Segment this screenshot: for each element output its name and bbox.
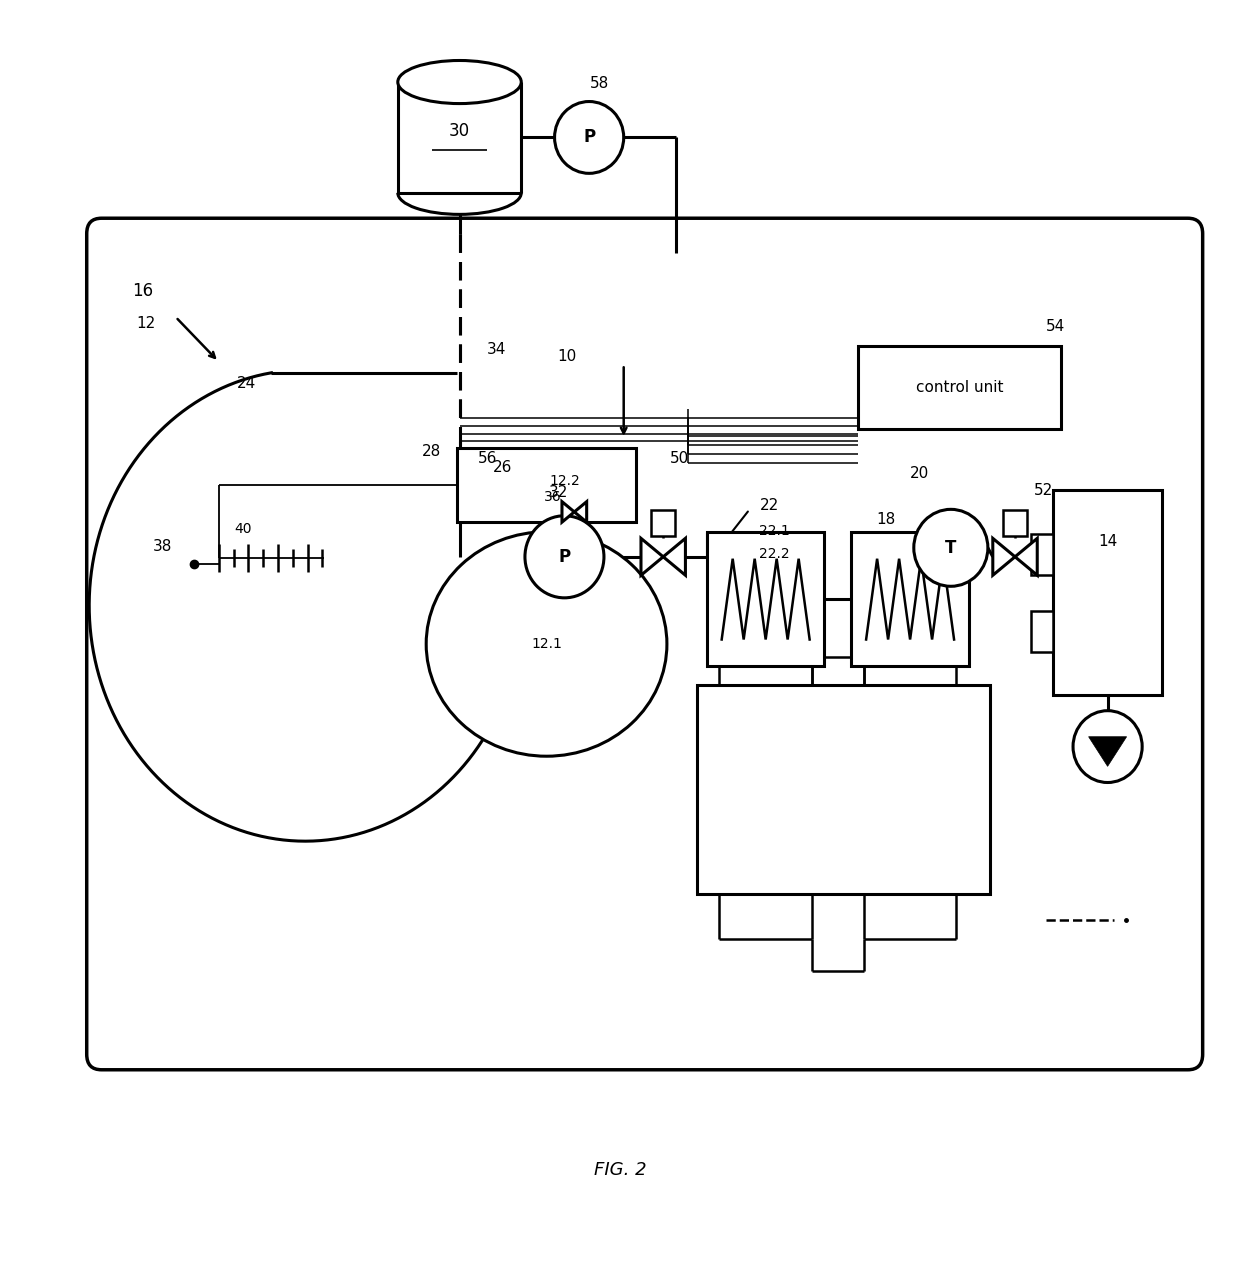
Ellipse shape — [398, 61, 521, 103]
Text: 12.2: 12.2 — [549, 474, 580, 488]
Polygon shape — [663, 538, 686, 576]
Bar — [1032, 611, 1053, 652]
Text: 38: 38 — [153, 540, 172, 554]
Text: P: P — [583, 129, 595, 147]
Polygon shape — [1089, 737, 1127, 766]
Circle shape — [525, 515, 604, 598]
Text: 54: 54 — [1045, 319, 1065, 334]
Ellipse shape — [427, 532, 667, 756]
Bar — [852, 532, 968, 666]
Bar — [458, 448, 636, 522]
Text: 22: 22 — [759, 498, 779, 513]
Text: 52: 52 — [1033, 483, 1053, 497]
Polygon shape — [1016, 538, 1037, 576]
Text: 58: 58 — [589, 76, 609, 91]
Text: FIG. 2: FIG. 2 — [594, 1160, 646, 1179]
Text: 20: 20 — [910, 466, 930, 480]
Text: 56: 56 — [479, 451, 497, 465]
Text: T: T — [945, 538, 956, 556]
Circle shape — [554, 102, 624, 174]
Text: 12: 12 — [136, 316, 155, 331]
Text: 28: 28 — [422, 444, 441, 459]
Bar — [1003, 510, 1027, 536]
Circle shape — [1073, 711, 1142, 783]
Circle shape — [914, 509, 988, 586]
Text: 26: 26 — [494, 460, 512, 474]
Text: P: P — [558, 547, 570, 565]
Polygon shape — [562, 501, 574, 522]
Bar — [1053, 491, 1162, 696]
Text: 18: 18 — [875, 513, 895, 527]
Text: control unit: control unit — [915, 380, 1003, 395]
Polygon shape — [574, 501, 587, 522]
Text: 10: 10 — [557, 349, 577, 365]
Text: 12.1: 12.1 — [531, 638, 562, 650]
Text: 34: 34 — [487, 341, 506, 357]
Text: 32: 32 — [548, 486, 568, 500]
Text: 14: 14 — [1097, 535, 1117, 549]
Bar — [697, 685, 991, 894]
Text: 30: 30 — [449, 122, 470, 140]
Text: 22.2: 22.2 — [759, 547, 790, 562]
Polygon shape — [641, 538, 663, 576]
Text: 36: 36 — [543, 489, 560, 504]
Bar — [858, 346, 1061, 429]
Bar — [1032, 533, 1053, 574]
Text: 50: 50 — [670, 451, 688, 465]
Text: 16: 16 — [133, 282, 154, 300]
Text: 40: 40 — [234, 522, 252, 536]
Polygon shape — [993, 538, 1016, 576]
Text: 22.1: 22.1 — [759, 524, 790, 538]
Bar — [651, 510, 676, 536]
Text: 24: 24 — [237, 376, 257, 392]
Bar — [707, 532, 825, 666]
